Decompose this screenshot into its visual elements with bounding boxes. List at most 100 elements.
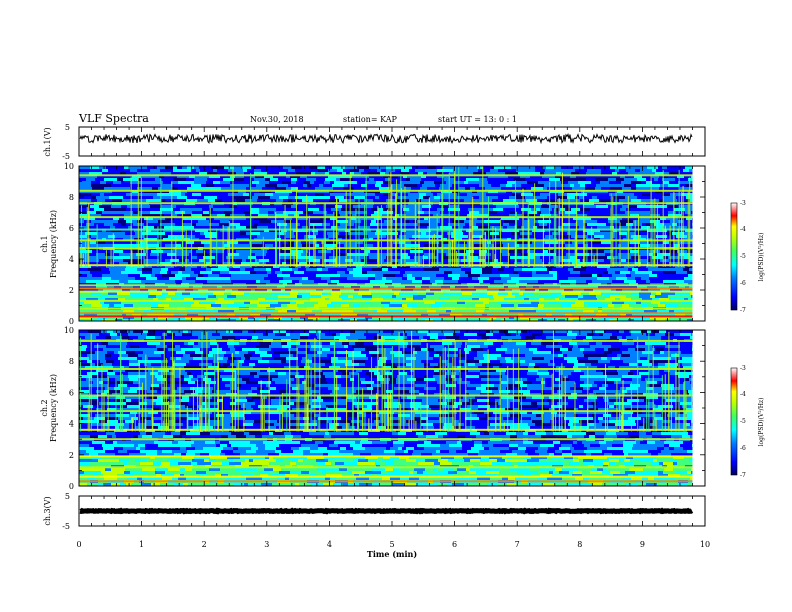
spectrogram-cell <box>604 348 608 351</box>
spectrogram-cell <box>139 348 149 351</box>
spectrogram-cell <box>98 348 103 351</box>
spectrogram-cell <box>168 292 175 295</box>
spectrogram-cell <box>347 226 358 229</box>
spectrogram-cell <box>515 181 527 184</box>
spectrogram-cell <box>406 298 413 301</box>
spectrogram-cell <box>426 292 434 295</box>
spectrogram-cell <box>401 256 410 259</box>
spectrogram-cell <box>210 187 221 190</box>
spectrogram-cell <box>534 354 542 357</box>
spectrogram-cell <box>539 301 548 304</box>
spectrogram-cell <box>560 256 566 259</box>
spectrogram-cell <box>311 205 323 208</box>
spectrogram-cell <box>690 292 693 295</box>
spectrogram-cell <box>592 274 597 277</box>
spectrogram-cell <box>324 259 336 262</box>
spectrogram-cell <box>503 259 509 262</box>
spectrogram-cell <box>525 336 535 339</box>
spectrogram-cell <box>126 351 135 354</box>
spectrogram-cell <box>311 214 318 217</box>
spectrogram-cell <box>320 259 324 262</box>
spectrogram-cell <box>453 292 462 295</box>
spectrogram-cell <box>158 298 166 301</box>
spectrogram-cell <box>322 348 330 351</box>
spectrogram-cell <box>556 268 568 271</box>
spectrogram-cell <box>611 289 616 292</box>
spectrogram-cell <box>117 178 123 181</box>
spectrogram-cell <box>217 172 228 175</box>
sferic-burst <box>682 185 684 267</box>
spectrogram-cell <box>491 241 502 244</box>
sferic-burst <box>448 172 450 267</box>
spectrogram-cell <box>219 223 230 226</box>
spectrogram-cell <box>268 333 275 336</box>
spectrogram-cell <box>196 250 203 253</box>
spectrogram-cell <box>248 256 256 259</box>
spectrogram-cell <box>354 187 363 190</box>
spectrogram-cell <box>100 226 110 229</box>
spectrogram-cell <box>489 336 501 339</box>
spectrogram-cell <box>280 354 293 357</box>
spectrogram-cell <box>377 169 381 172</box>
spectrogram-cell <box>658 277 669 280</box>
spectrogram-cell <box>372 295 382 298</box>
spectrogram-cell <box>490 226 503 229</box>
spectrogram-cell <box>529 172 540 175</box>
spectrogram-cell <box>239 316 248 319</box>
spectrogram-cell <box>477 351 487 354</box>
spectrogram-cell <box>104 316 108 319</box>
spectrogram-cell <box>479 298 489 301</box>
spectrogram-cell <box>457 313 462 316</box>
spectrogram-cell <box>113 310 123 313</box>
spectrogram-cell <box>198 313 202 316</box>
spectrogram-cell <box>96 241 105 244</box>
spectrogram-cell <box>96 220 107 223</box>
spectrogram-cell <box>302 166 309 169</box>
spectrogram-cell <box>95 292 101 295</box>
spectrogram-cell <box>568 187 572 190</box>
spectrogram-cell <box>148 330 155 333</box>
spectrogram-cell <box>346 336 350 339</box>
spectrogram-cell <box>404 184 417 187</box>
spectrogram-cell <box>239 360 244 363</box>
spectrogram-cell <box>321 277 330 280</box>
spectrogram-cell <box>366 354 371 357</box>
spectrogram-cell <box>218 298 224 301</box>
spectrogram-cell <box>349 274 353 277</box>
spectrogram-cell <box>378 166 386 169</box>
spectrogram-cell <box>452 342 462 345</box>
spectrogram-cell <box>489 214 501 217</box>
spectrogram-cell <box>195 351 203 354</box>
spectrogram-cell <box>357 333 364 336</box>
spectrogram-cell <box>346 172 350 175</box>
spectrogram-cell <box>140 217 144 220</box>
sferic-burst <box>652 199 654 267</box>
spectrogram-cell <box>382 214 389 217</box>
spectrogram-cell <box>343 310 349 313</box>
spectrogram-cell <box>370 280 380 283</box>
spectrogram-cell <box>663 280 673 283</box>
spectrogram-cell <box>409 169 415 172</box>
spectrogram-cell <box>382 250 388 253</box>
sferic-burst <box>222 224 224 267</box>
spectrogram-cell <box>87 342 94 345</box>
sferic-burst <box>88 203 90 267</box>
spectrogram-cell <box>592 280 603 283</box>
spectrogram-cell <box>111 166 124 169</box>
spectrogram-cell <box>632 226 641 229</box>
spectrogram-cell <box>437 208 444 211</box>
spectrogram-cell <box>629 330 641 333</box>
spectrogram-cell <box>348 211 355 214</box>
spectrogram-cell <box>564 175 570 178</box>
spectrogram-cell <box>650 280 663 283</box>
spectrogram-cell <box>588 244 594 247</box>
spectrogram-cell <box>402 259 412 262</box>
spectrogram-cell <box>336 265 342 268</box>
spectrogram-cell <box>148 187 152 190</box>
spectrogram-cell <box>451 310 463 313</box>
spectrogram-cell <box>588 310 594 313</box>
spectrogram-cell <box>79 354 87 357</box>
spectrogram-cell <box>614 184 624 187</box>
spectrogram-cell <box>210 345 218 348</box>
spectrogram-cell <box>652 169 656 172</box>
